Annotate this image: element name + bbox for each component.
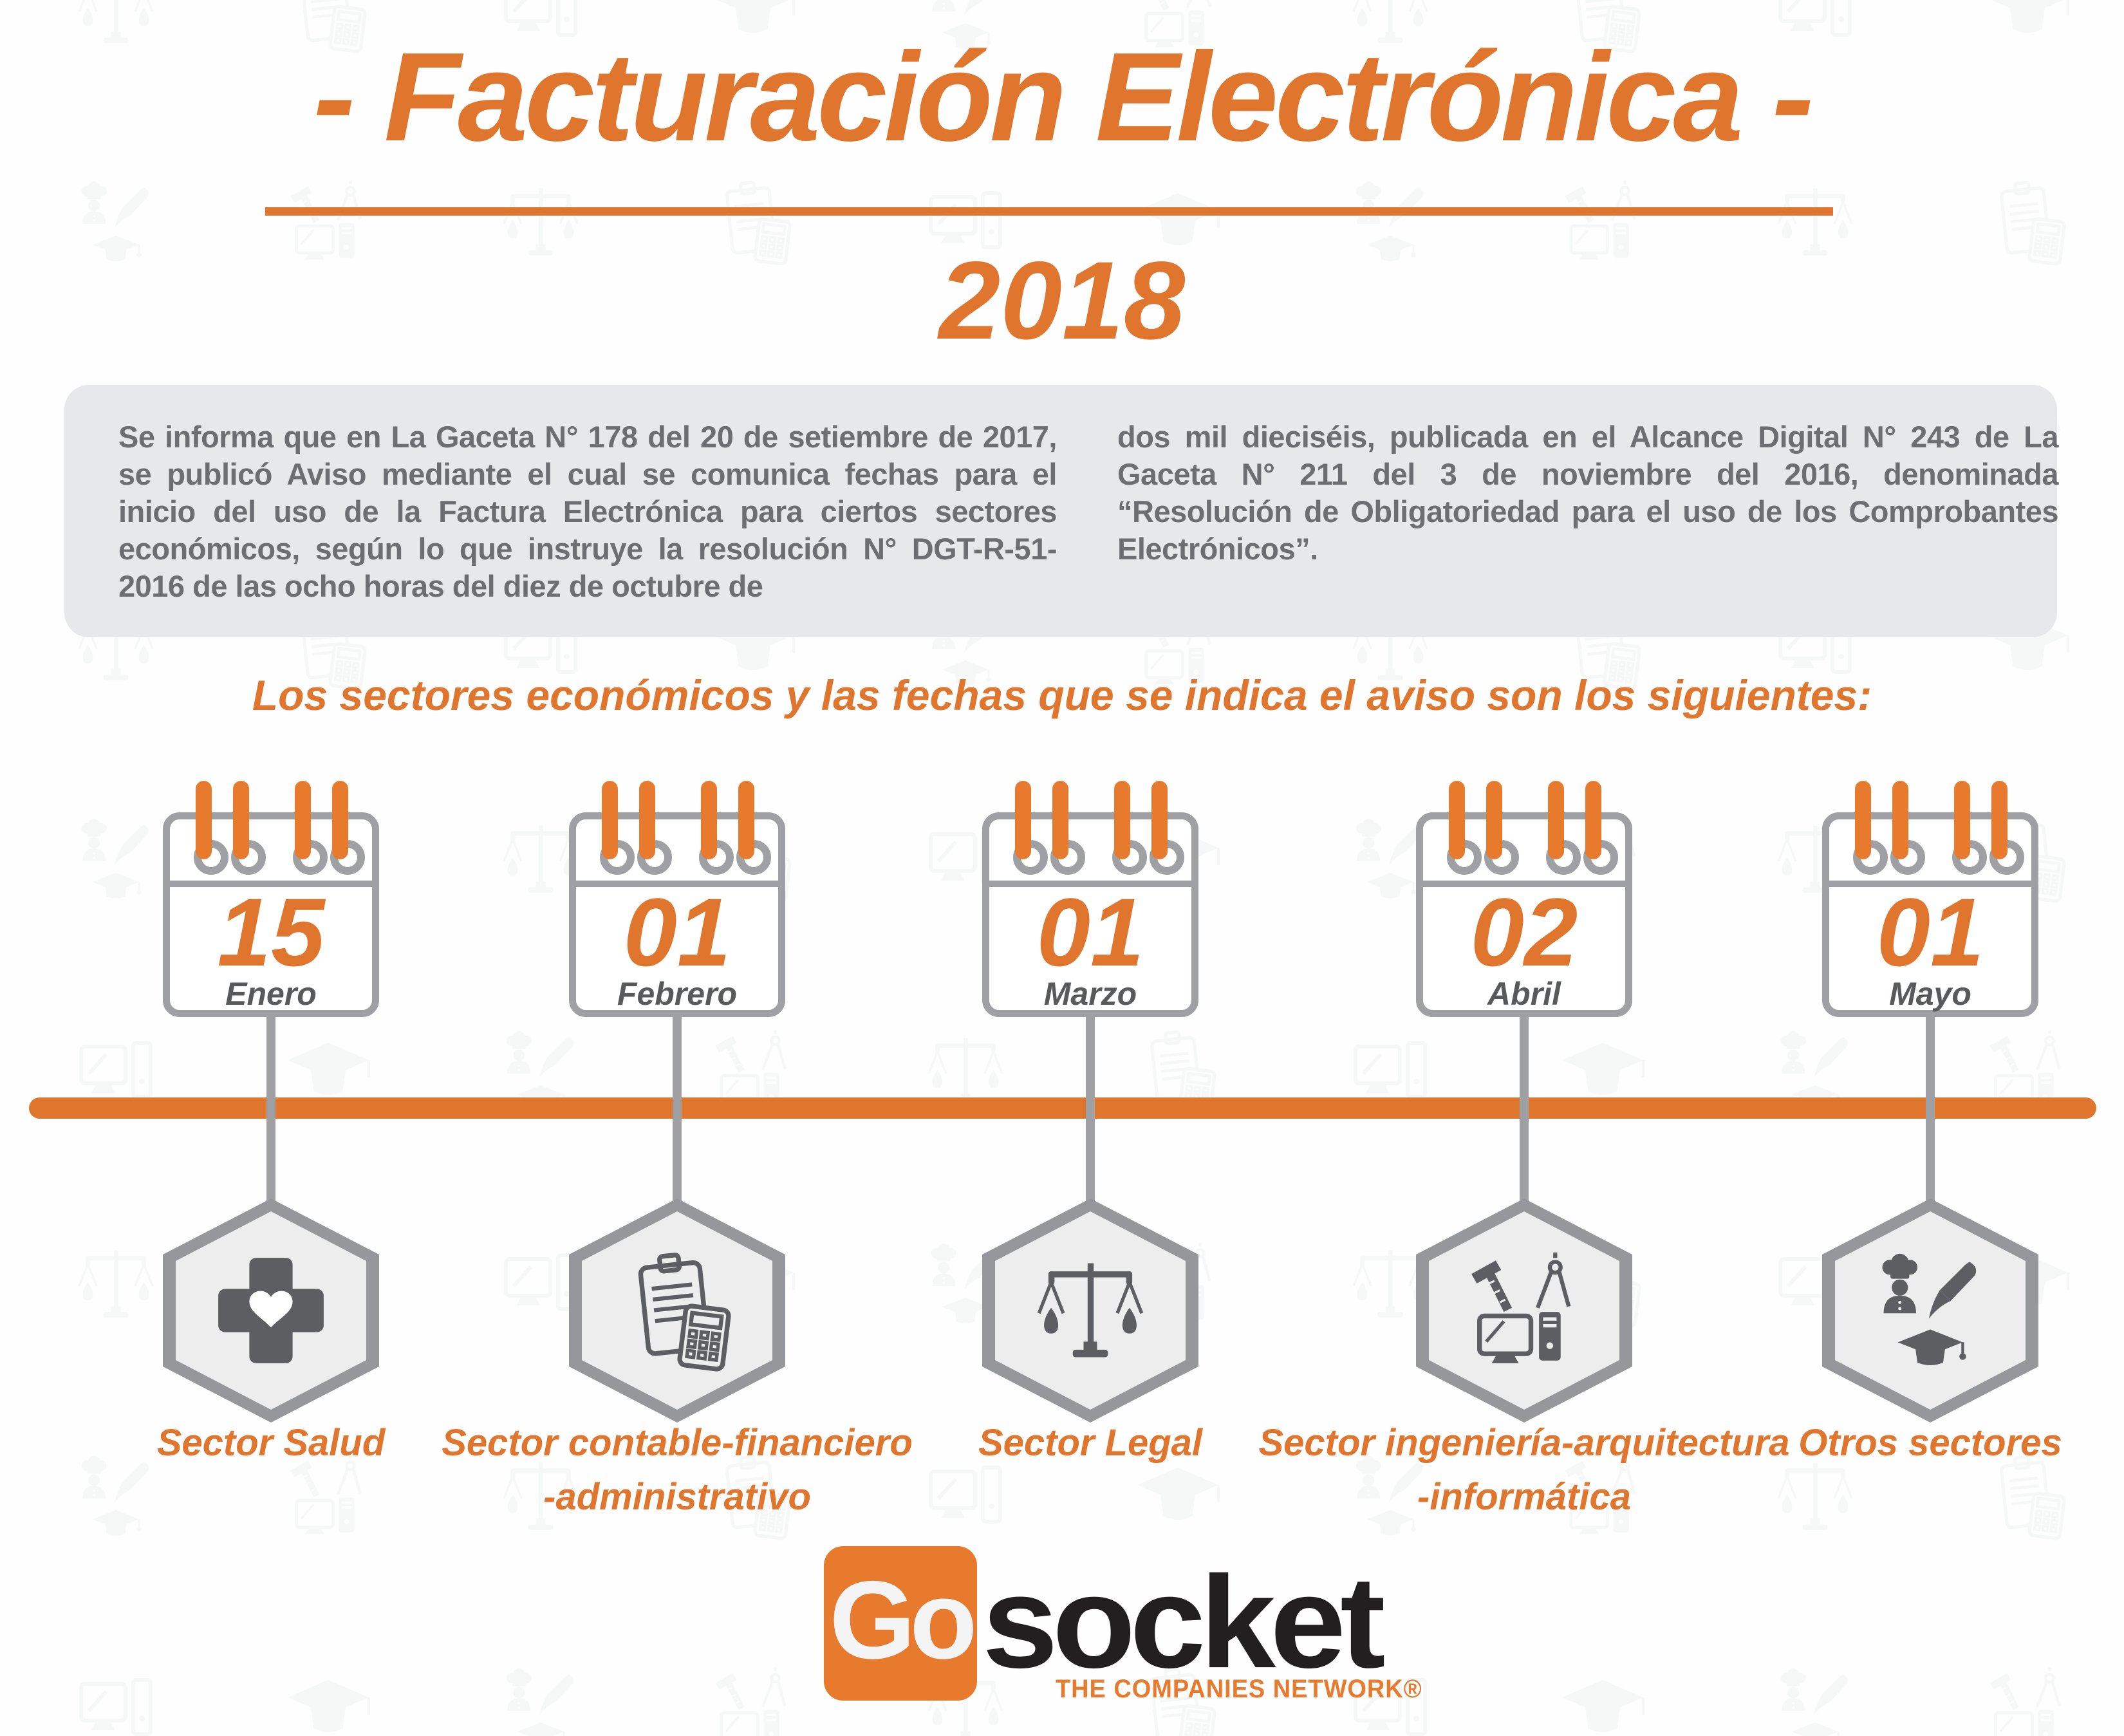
binder-pin-icon — [1449, 781, 1465, 859]
watermark-icon — [68, 1661, 164, 1736]
calendar-icon: 01 Mayo — [1822, 781, 2038, 1017]
sector-hexagon-inner — [1429, 1211, 1619, 1410]
sector-hexagon — [1416, 1199, 1632, 1423]
sector-hexagon — [982, 1199, 1198, 1423]
announcement-paragraph-right: dos mil dieciséis, publicada en el Alcan… — [1117, 420, 2059, 566]
calendar-month: Abril — [1487, 976, 1561, 1012]
calendar-day: 02 — [1470, 878, 1578, 986]
calendar-divider — [569, 881, 785, 887]
binder-pin-icon — [1486, 781, 1502, 859]
calendar-day: 15 — [217, 878, 325, 986]
binder-pin-icon — [738, 781, 754, 859]
other-sectors-icon — [1863, 1243, 1998, 1378]
calendar-divider — [1416, 881, 1632, 887]
calendar-day: 01 — [1036, 878, 1144, 986]
sector-hexagon — [569, 1199, 785, 1423]
calendar-month: Enero — [225, 976, 317, 1012]
binder-pin-icon — [701, 781, 717, 859]
binder-pin-icon — [639, 781, 655, 859]
binder-pin-icon — [1991, 781, 2008, 859]
gosocket-logo-mark: Go — [824, 1546, 977, 1701]
watermark-icon — [1554, 1661, 1651, 1736]
watermark-icon — [1979, 1661, 2076, 1736]
engineering-architecture-it-icon — [1457, 1243, 1592, 1378]
timeline-connector — [1086, 1016, 1095, 1209]
binder-pin-icon — [602, 781, 618, 859]
calendar-day: 01 — [623, 878, 731, 986]
sector-hexagon-inner — [1835, 1211, 2026, 1410]
binder-pin-icon — [1052, 781, 1068, 859]
announcement-box: Se informa que en La Gaceta N° 178 del 2… — [64, 385, 2059, 637]
gosocket-logo-socket-text: socket — [982, 1548, 1386, 1695]
watermark-icon — [68, 811, 164, 911]
binder-pin-icon — [196, 781, 212, 859]
timeline-connector — [266, 1016, 275, 1209]
justice-scales-icon — [1023, 1243, 1158, 1378]
timeline-connector — [1926, 1016, 1935, 1209]
sector-hexagon — [163, 1199, 379, 1423]
binder-pin-icon — [1015, 781, 1031, 859]
binder-pin-icon — [233, 781, 249, 859]
binder-pin-icon — [1114, 781, 1130, 859]
binder-pin-icon — [1855, 781, 1871, 859]
calendar-month: Febrero — [617, 976, 738, 1012]
sector-hexagon-inner — [176, 1211, 366, 1410]
calendar-divider — [1822, 881, 2038, 887]
page-title: - Facturación Electrónica - — [313, 26, 1814, 167]
timeline-connector — [673, 1016, 682, 1209]
timeline-connector — [1520, 1016, 1529, 1209]
timeline-axis — [29, 1097, 2096, 1119]
binder-pin-icon — [1151, 781, 1168, 859]
watermark-icon — [705, 1661, 801, 1736]
calendar-month: Marzo — [1043, 976, 1137, 1012]
page-year: 2018 — [938, 239, 1186, 362]
calendar-divider — [163, 881, 379, 887]
binder-pin-icon — [1954, 781, 1970, 859]
calendar-icon: 15 Enero — [163, 781, 379, 1017]
watermark-icon — [280, 1661, 377, 1736]
gosocket-tagline: THE COMPANIES NETWORK® — [1056, 1675, 1422, 1703]
watermark-icon — [68, 1448, 164, 1548]
clipboard-calculator-icon — [610, 1243, 745, 1378]
sector-hexagon-inner — [582, 1211, 772, 1410]
gosocket-logo-go-text: Go — [829, 1558, 978, 1682]
calendar-icon: 02 Abril — [1416, 781, 1632, 1017]
watermark-icon — [68, 1236, 164, 1336]
binder-pin-icon — [332, 781, 348, 859]
calendar-day: 01 — [1876, 878, 1984, 986]
announcement-paragraph-left: Se informa que en La Gaceta N° 178 del 2… — [118, 420, 1057, 603]
watermark-icon — [492, 1661, 589, 1736]
sector-hexagon — [1822, 1199, 2038, 1423]
watermark-icon — [1767, 1661, 1863, 1736]
binder-pin-icon — [295, 781, 311, 859]
sector-hexagon-inner — [995, 1211, 1186, 1410]
binder-pin-icon — [1548, 781, 1564, 859]
binder-pin-icon — [1585, 781, 1601, 859]
title-underline — [265, 207, 1833, 216]
health-cross-icon — [203, 1243, 339, 1378]
calendar-divider — [982, 881, 1198, 887]
section-heading: Los sectores económicos y las fechas que… — [252, 671, 1872, 719]
calendar-month: Mayo — [1889, 976, 1971, 1012]
calendar-icon: 01 Febrero — [569, 781, 785, 1017]
binder-pin-icon — [1892, 781, 1908, 859]
calendar-icon: 01 Marzo — [982, 781, 1198, 1017]
